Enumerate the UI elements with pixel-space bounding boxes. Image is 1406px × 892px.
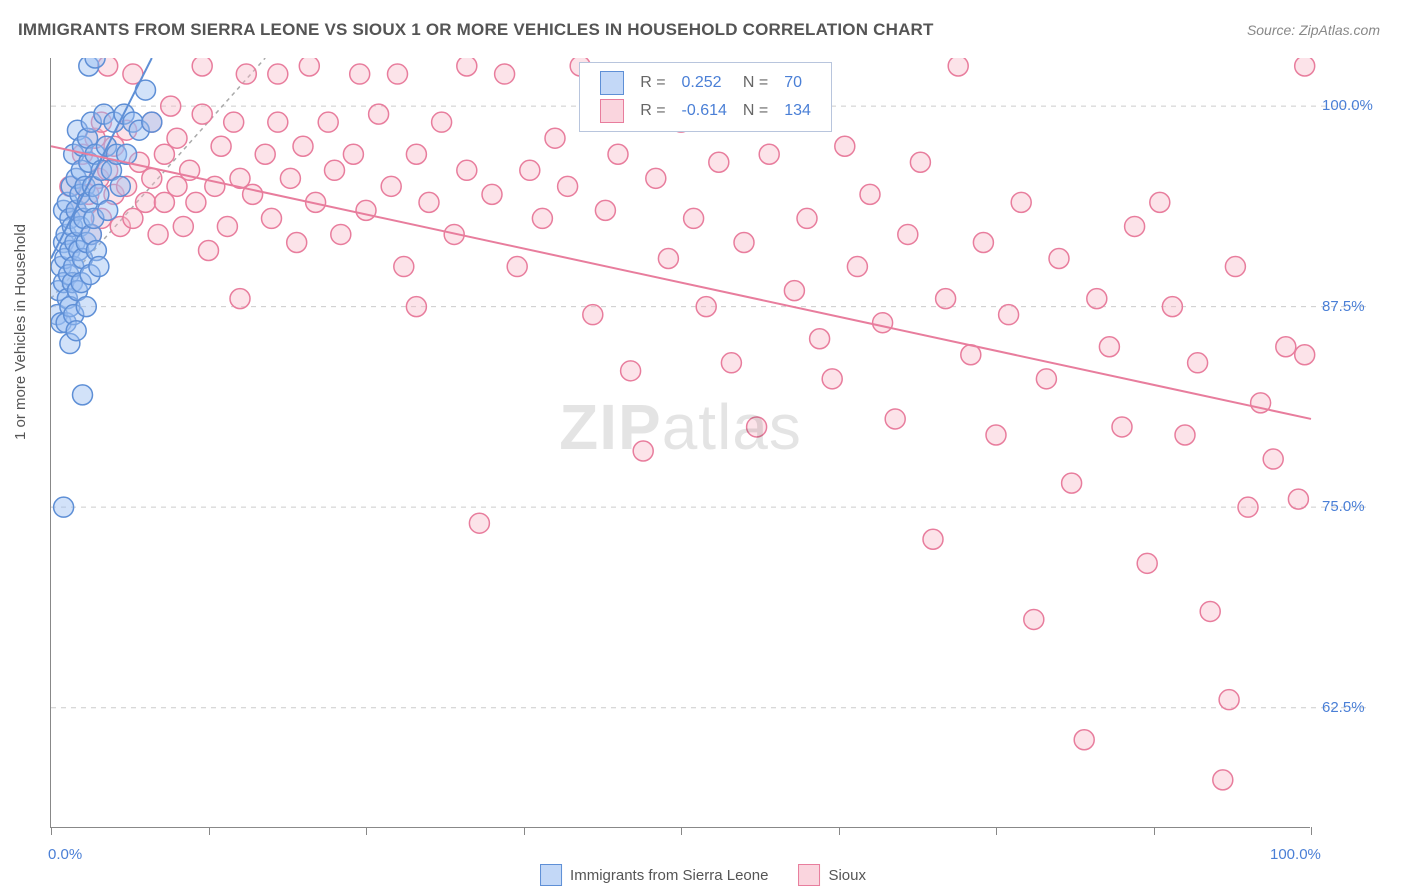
stats-legend-box: R =0.252N =70R =-0.614N =134 [579,62,832,132]
legend-label: Sioux [828,867,866,884]
legend-swatch [600,71,624,95]
y-tick-label: 87.5% [1322,298,1392,315]
r-label: R = [632,69,673,97]
y-tick-label: 75.0% [1322,498,1392,515]
source-name: ZipAtlas.com [1299,22,1380,38]
y-tick-label: 62.5% [1322,699,1392,716]
source-prefix: Source: [1247,22,1299,38]
legend-label: Immigrants from Sierra Leone [570,867,768,884]
series-legend: Immigrants from Sierra Leone Sioux [540,864,866,886]
source-attribution: Source: ZipAtlas.com [1247,22,1380,38]
scatter-svg [51,58,1381,830]
x-axis-label-right: 100.0% [1270,846,1321,863]
x-tick [996,827,997,835]
legend-item: Immigrants from Sierra Leone [540,864,768,886]
y-tick-label: 100.0% [1322,97,1392,114]
legend-swatch [540,864,562,886]
x-tick [1154,827,1155,835]
n-value: 134 [776,97,819,125]
chart-title: IMMIGRANTS FROM SIERRA LEONE VS SIOUX 1 … [18,20,934,40]
n-label: N = [735,69,776,97]
x-axis-label-left: 0.0% [48,846,82,863]
n-value: 70 [776,69,819,97]
x-tick [51,827,52,835]
plot-area: ZIPatlas [50,58,1310,828]
legend-swatch [798,864,820,886]
r-value: 0.252 [674,69,735,97]
stats-row: R =0.252N =70 [592,69,819,97]
y-axis-title: 1 or more Vehicles in Household [12,224,29,440]
stats-table: R =0.252N =70R =-0.614N =134 [592,69,819,125]
stats-row: R =-0.614N =134 [592,97,819,125]
x-tick [681,827,682,835]
x-tick [839,827,840,835]
r-value: -0.614 [674,97,735,125]
x-tick [366,827,367,835]
x-tick [524,827,525,835]
x-tick [1311,827,1312,835]
legend-item: Sioux [798,864,866,886]
legend-swatch [600,99,624,123]
chart-container: IMMIGRANTS FROM SIERRA LEONE VS SIOUX 1 … [0,0,1406,892]
r-label: R = [632,97,673,125]
x-tick [209,827,210,835]
n-label: N = [735,97,776,125]
